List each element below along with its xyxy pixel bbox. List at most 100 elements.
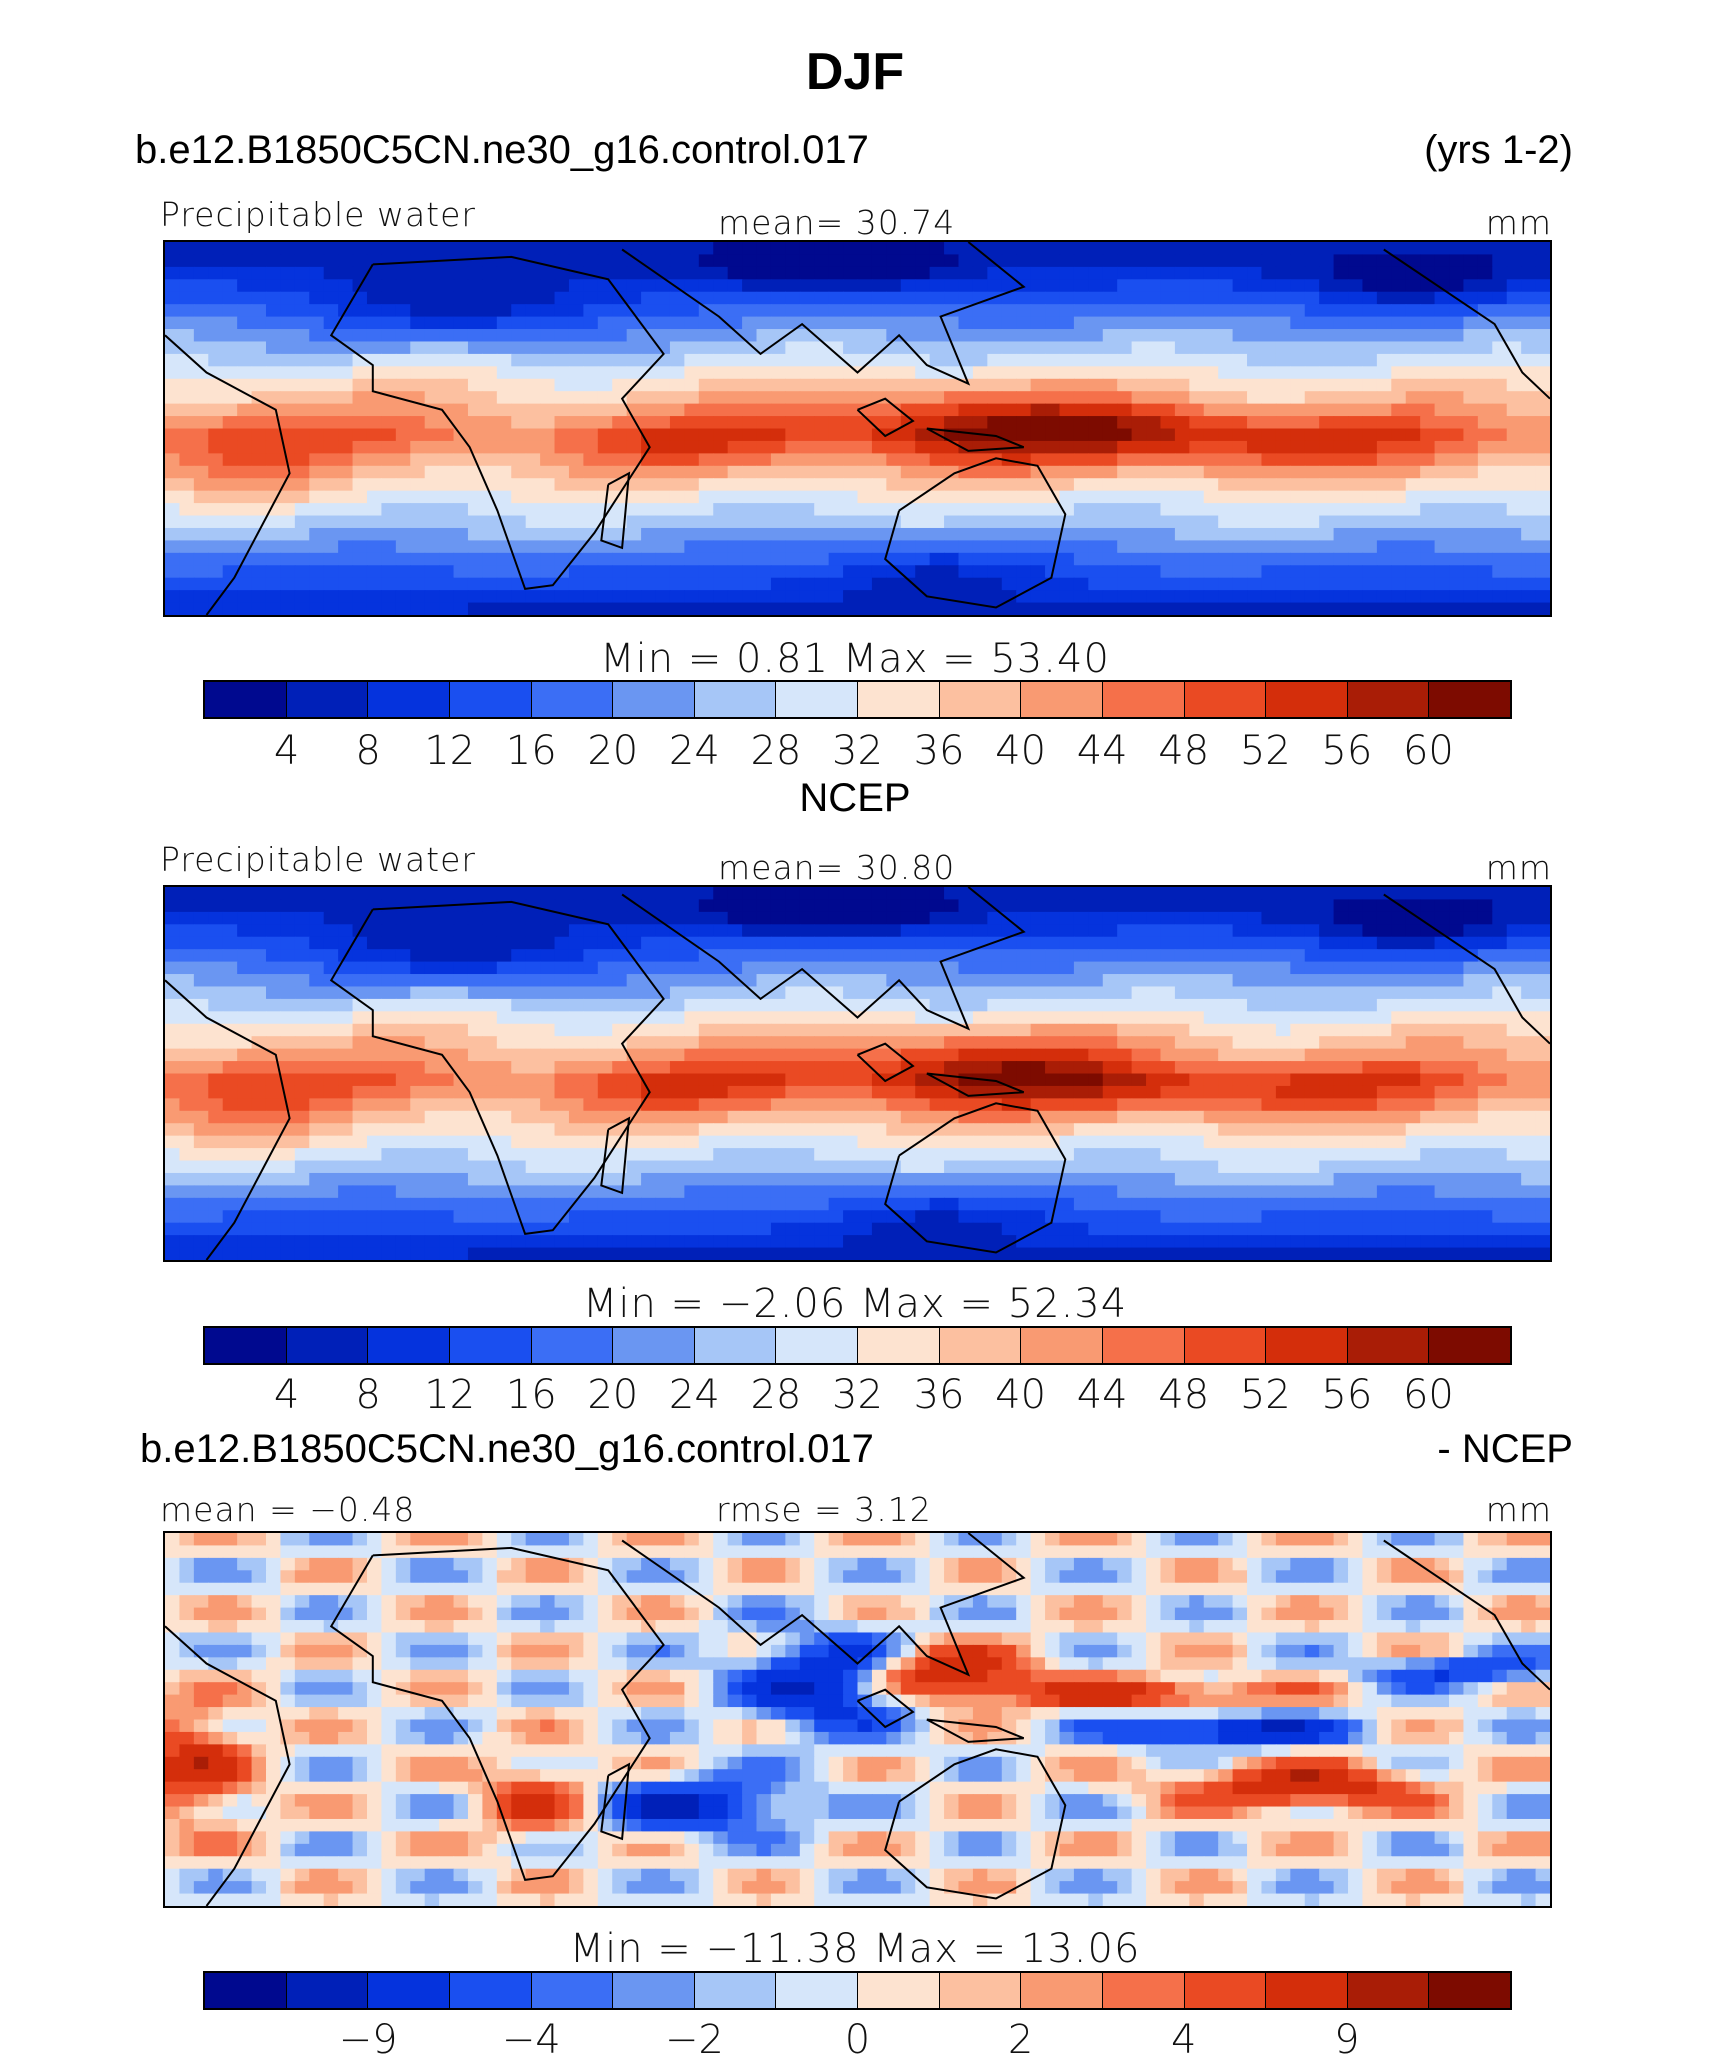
map-cell (655, 577, 671, 591)
map-cell (323, 602, 339, 615)
map-cell (886, 986, 902, 1000)
map-cell (294, 329, 310, 343)
map-cell (857, 515, 873, 529)
map-cell (1506, 428, 1522, 442)
map-cell (338, 465, 354, 479)
map-cell (1420, 986, 1436, 1000)
map-cell (972, 1061, 988, 1075)
map-cell (612, 552, 628, 566)
map-cell (381, 304, 397, 318)
map-cell (756, 515, 772, 529)
map-cell (1174, 515, 1190, 529)
map-cell (554, 403, 570, 417)
map-cell (698, 986, 714, 1000)
map-cell (1391, 1023, 1407, 1037)
map-cell (1016, 416, 1032, 430)
map-cell (828, 949, 844, 963)
map-cell (929, 1148, 945, 1162)
map-cell (1189, 1036, 1205, 1050)
map-cell (799, 1148, 815, 1162)
map-cell (770, 577, 786, 591)
map-cell (1391, 1061, 1407, 1075)
map-cell (165, 353, 181, 367)
map-cell (1333, 552, 1349, 566)
map-cell (1290, 341, 1306, 355)
map-cell (958, 936, 974, 950)
map-cell (1449, 1048, 1465, 1062)
map-cell (208, 503, 224, 517)
map-cell (828, 1148, 844, 1162)
map-cell (338, 899, 354, 913)
map-cell (1463, 416, 1479, 430)
map-cell (1261, 1110, 1277, 1124)
map-cell (1102, 266, 1118, 280)
map-cell (193, 1073, 209, 1087)
map-cell (1001, 391, 1017, 405)
map-cell (222, 974, 238, 988)
map-cell (987, 1098, 1003, 1112)
map-cell (958, 565, 974, 579)
map-cell (871, 1073, 887, 1087)
map-cell (280, 924, 296, 938)
map-cell (684, 1148, 700, 1162)
map-cell (669, 1135, 685, 1149)
map-cell (1362, 590, 1378, 604)
map-cell (1348, 329, 1364, 343)
map-cell (265, 378, 282, 392)
map-cell (453, 565, 469, 579)
map-cell (612, 1011, 628, 1025)
map-cell (1420, 1061, 1436, 1075)
map-cell (496, 490, 512, 504)
map-cell (395, 316, 411, 330)
map-cell (424, 911, 440, 925)
map-cell (915, 1110, 931, 1124)
map-cell (583, 279, 599, 293)
map-cell (222, 1011, 238, 1025)
map-cell (366, 490, 383, 504)
map-cell (713, 924, 729, 938)
map-cell (323, 540, 339, 554)
map-cell (626, 266, 642, 280)
map-cell (381, 416, 397, 430)
map-cell (1203, 378, 1219, 392)
map-cell (626, 341, 642, 355)
colorbar-swatch (1266, 682, 1348, 717)
map-cell (1045, 266, 1061, 280)
map-cell (655, 974, 671, 988)
map-cell (1405, 503, 1421, 517)
map-cell (713, 490, 729, 504)
map-cell (554, 887, 570, 901)
map-cell (843, 1098, 859, 1112)
map-cell (900, 998, 916, 1012)
map-cell (843, 316, 859, 330)
map-cell (424, 540, 440, 554)
map-cell (1073, 515, 1089, 529)
map-cell (496, 279, 512, 293)
map-cell (770, 428, 786, 442)
map-cell (511, 986, 527, 1000)
map-cell (742, 378, 758, 392)
map-cell (323, 899, 339, 913)
map-cell (597, 1011, 613, 1025)
map-cell (1477, 974, 1493, 988)
map-cell (309, 949, 325, 963)
map-cell (655, 279, 671, 293)
map-cell (1059, 552, 1075, 566)
map-cell (395, 515, 411, 529)
map-cell (179, 291, 195, 305)
map-cell (1059, 1135, 1075, 1149)
map-cell (1492, 1098, 1508, 1112)
map-cell (1319, 986, 1335, 1000)
map-cell (496, 1061, 512, 1075)
map-cell (1477, 465, 1493, 479)
map-cell (684, 565, 700, 579)
map-cell (944, 291, 960, 305)
map-cell (915, 961, 931, 975)
map-cell (323, 416, 339, 430)
map-cell (309, 242, 325, 256)
map-cell (669, 416, 685, 430)
map-cell (1117, 341, 1133, 355)
map-cell (915, 254, 931, 268)
map-cell (1189, 577, 1205, 591)
map-cell (352, 254, 368, 268)
